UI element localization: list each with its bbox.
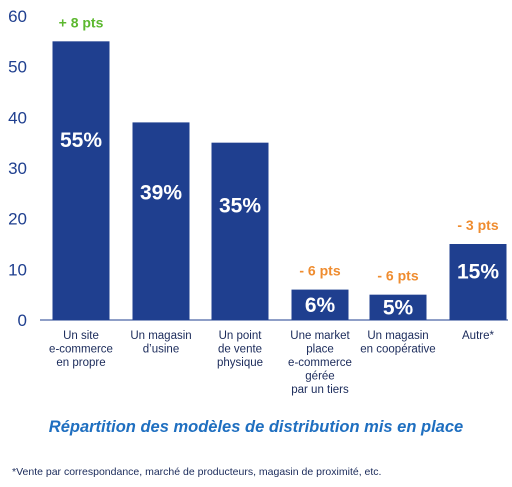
category-label-4-line-5: par un tiers bbox=[291, 384, 349, 396]
change-label-1: + 8 pts bbox=[59, 14, 104, 30]
category-label-3-line-1: Un point bbox=[219, 330, 263, 342]
y-tick-label-50: 50 bbox=[8, 58, 27, 77]
category-label-4-line-4: gérée bbox=[305, 371, 334, 383]
bar-5 bbox=[369, 294, 427, 320]
category-label-4-line-2: place bbox=[306, 344, 334, 356]
bar-6 bbox=[449, 244, 507, 320]
bar-value-label-4: 6% bbox=[305, 294, 336, 317]
change-label-5: - 6 pts bbox=[377, 268, 418, 284]
category-label-5-line-2: en coopérative bbox=[360, 344, 435, 356]
bar-value-label-3: 35% bbox=[219, 195, 261, 218]
category-label-6-line-1: Autre* bbox=[462, 330, 494, 342]
category-label-1-line-3: en propre bbox=[56, 357, 105, 369]
category-label-4-line-1: Une market bbox=[290, 330, 350, 342]
bar-value-label-1: 55% bbox=[60, 129, 102, 152]
y-tick-label-40: 40 bbox=[8, 108, 27, 127]
y-tick-label-10: 10 bbox=[8, 260, 27, 279]
category-label-1-line-1: Un site bbox=[63, 330, 99, 342]
category-label-1-line-2: e-commerce bbox=[49, 344, 113, 356]
y-tick-label-20: 20 bbox=[8, 210, 27, 229]
bar-3 bbox=[211, 142, 269, 320]
change-label-6: - 3 pts bbox=[457, 217, 498, 233]
category-label-3-line-3: physique bbox=[217, 357, 263, 369]
category-label-4-line-3: e-commerce bbox=[288, 357, 352, 369]
category-label-3-line-2: de vente bbox=[218, 344, 262, 356]
y-tick-label-30: 30 bbox=[8, 159, 27, 178]
bar-2 bbox=[132, 122, 190, 321]
bar-1 bbox=[52, 41, 110, 320]
bar-4 bbox=[291, 289, 349, 320]
y-tick-label-60: 60 bbox=[8, 7, 27, 26]
category-label-2-line-2: d’usine bbox=[143, 344, 179, 356]
bar-value-label-6: 15% bbox=[457, 261, 499, 284]
bar-value-label-5: 5% bbox=[383, 296, 414, 319]
bar-value-label-2: 39% bbox=[140, 182, 182, 205]
chart-title: Répartition des modèles de distribution … bbox=[48, 418, 464, 436]
bar-chart: 0 10 20 30 40 50 60 55% + 8 pts Un site e-commerce… bbox=[8, 7, 508, 396]
change-label-4: - 6 pts bbox=[299, 263, 340, 279]
category-label-5-line-1: Un magasin bbox=[367, 330, 428, 342]
category-label-2-line-1: Un magasin bbox=[130, 330, 191, 342]
y-tick-label-0: 0 bbox=[18, 311, 27, 330]
chart-footnote: *Vente par correspondance, marché de pro… bbox=[12, 466, 382, 478]
